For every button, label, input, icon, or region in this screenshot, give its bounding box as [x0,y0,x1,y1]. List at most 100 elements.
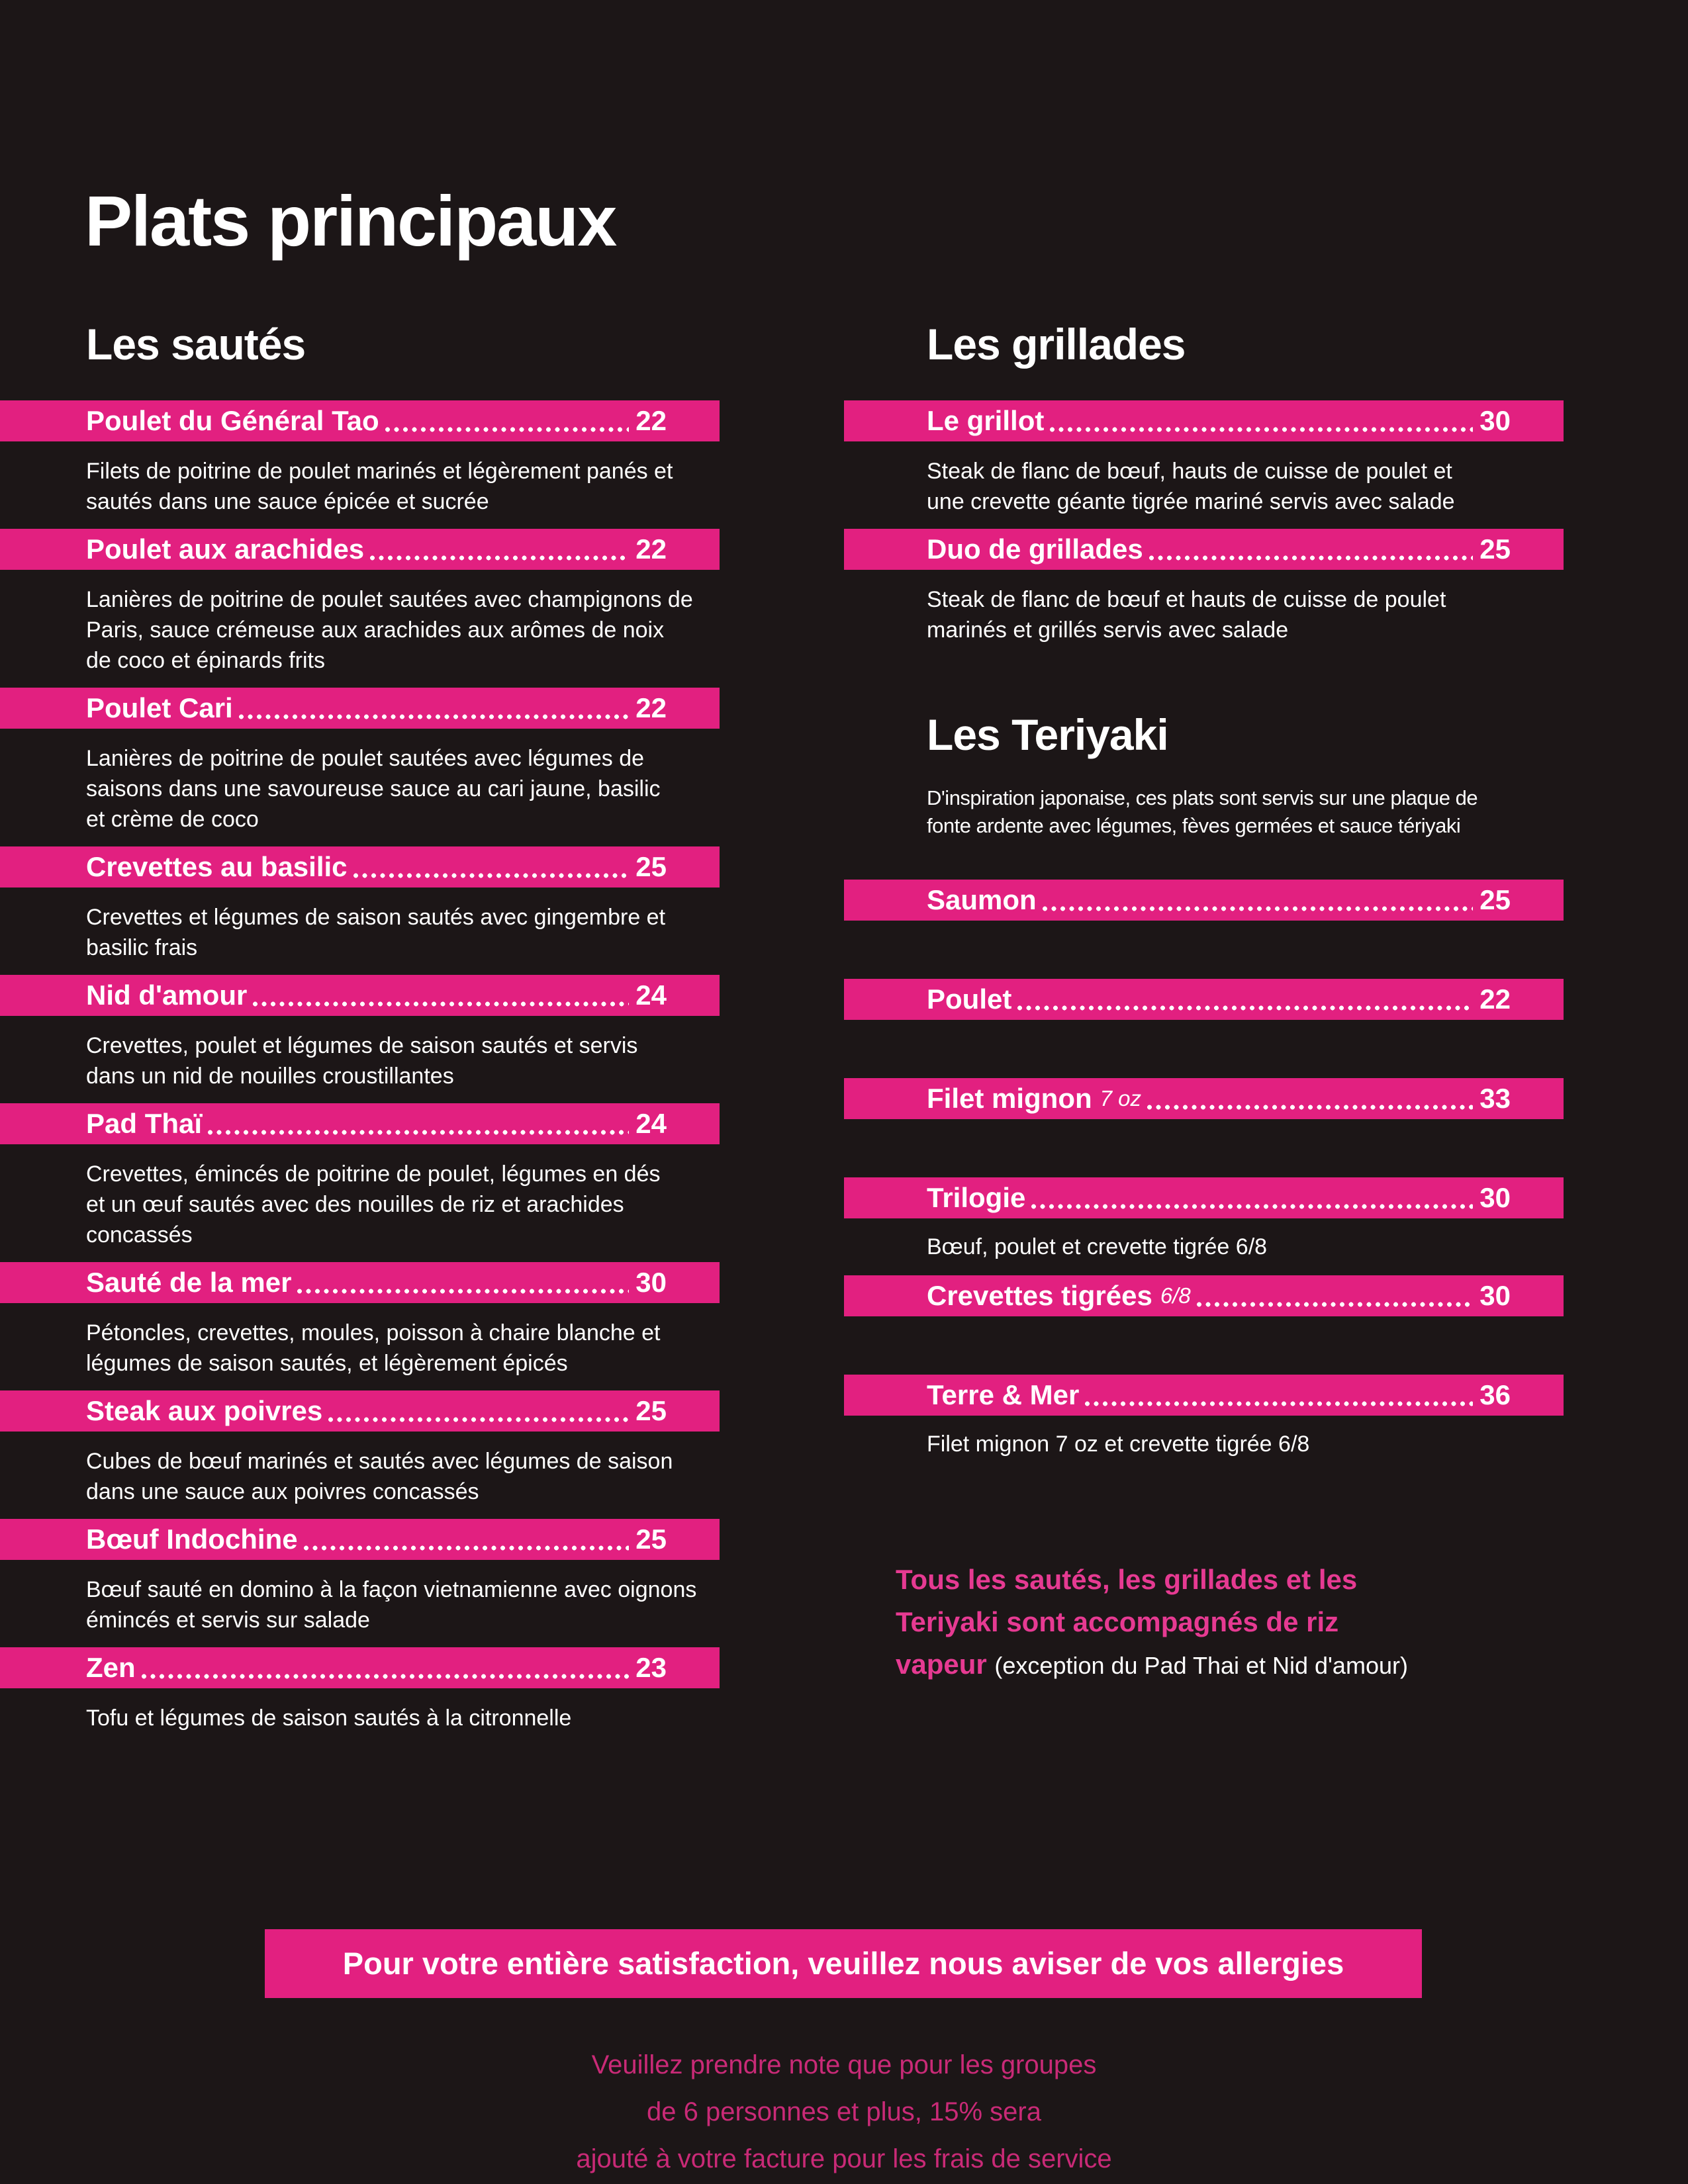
menu-item-bar: Trilogie 30 [844,1177,1564,1218]
item-description: Lanières de poitrine de poulet sautées a… [86,587,693,673]
dot-leader [1148,555,1474,561]
footer-note-line: Veuillez prendre note que pour les group… [591,2050,1097,2079]
menu-item: Poulet 22 [844,979,1564,1020]
item-price: 25 [635,1524,667,1555]
menu-item-bar: Duo de grillades 25 [844,529,1564,570]
item-price: 30 [635,1267,667,1298]
menu-item: Trilogie 30 Bœuf, poulet et crevette tig… [844,1177,1564,1262]
item-name: Poulet aux arachides [86,533,365,565]
menu-item: Steak aux poivres 25 Cubes de bœuf marin… [0,1390,720,1507]
item-name: Saumon [927,884,1037,915]
item-price: 30 [1479,1182,1511,1213]
menu-item-bar: Nid d'amour 24 [0,975,720,1016]
menu-item-bar: Filet mignon 7 oz 33 [844,1078,1564,1119]
item-price: 25 [635,851,667,882]
menu-item: Poulet Cari 22 Lanières de poitrine de p… [0,688,720,835]
allergy-banner: Pour votre entière satisfaction, veuille… [265,1929,1422,1998]
item-name: Crevettes au basilic [86,851,348,882]
rice-note-pink: vapeur [896,1649,987,1680]
item-name: Sauté de la mer [86,1267,292,1298]
menu-item: Filet mignon 7 oz 33 [844,1078,1564,1119]
item-name: Poulet du Général Tao [86,405,379,436]
rice-note: Tous les sautés, les grillades et les Te… [896,1559,1624,1687]
item-description: Crevettes et légumes de saison sautés av… [86,905,666,960]
section-heading-sautes: Les sautés [86,320,306,369]
dot-leader [1031,1203,1474,1210]
menu-item: Pad Thaï 24 Crevettes, émincés de poitri… [0,1103,720,1250]
item-price: 30 [1479,405,1511,436]
menu-item: Terre & Mer 36 Filet mignon 7 oz et crev… [844,1375,1564,1459]
menu-item-bar: Bœuf Indochine 25 [0,1519,720,1560]
grillades-items: Le grillot 30 Steak de flanc de bœuf, ha… [844,400,1564,645]
dot-leader [1196,1301,1474,1308]
menu-item: Sauté de la mer 30 Pétoncles, crevettes,… [0,1262,720,1379]
footer-note: Veuillez prendre note que pour les group… [0,2042,1688,2183]
dot-leader [1049,426,1474,433]
item-name: Nid d'amour [86,979,248,1011]
item-name: Le grillot [927,405,1045,436]
item-description: Steak de flanc de bœuf, hauts de cuisse … [927,459,1455,514]
menu-item: Poulet du Général Tao 22 Filets de poitr… [0,400,720,517]
item-name: Zen [86,1652,136,1683]
item-name: Steak aux poivres [86,1395,323,1426]
page-title: Plats principaux [85,181,617,261]
item-description: Bœuf sauté en domino à la façon vietnami… [86,1577,697,1633]
dot-leader [140,1673,630,1680]
item-description: Tofu et légumes de saison sautés à la ci… [86,1706,572,1731]
item-description: Bœuf, poulet et crevette tigrée 6/8 [927,1234,1268,1259]
menu-item-bar: Saumon 25 [844,880,1564,921]
rice-note-line: Tous les sautés, les grillades et les [896,1564,1358,1595]
item-price: 22 [1479,983,1511,1015]
item-price: 36 [1479,1379,1511,1410]
section-sautes: Les sautés Poulet du Général Tao 22 File… [0,318,720,1733]
menu-item-bar: Le grillot 30 [844,400,1564,441]
dot-leader [1147,1104,1474,1111]
item-price: 24 [635,979,667,1011]
item-price: 23 [635,1652,667,1683]
dot-leader [369,555,630,561]
item-price: 22 [635,692,667,723]
menu-item: Nid d'amour 24 Crevettes, poulet et légu… [0,975,720,1091]
menu-item: Poulet aux arachides 22 Lanières de poit… [0,529,720,676]
teriyaki-items: Saumon 25 Poulet 22 Filet mignon 7 oz 33… [844,880,1564,1459]
menu-item-bar: Pad Thaï 24 [0,1103,720,1144]
item-price: 33 [1479,1083,1511,1114]
footer-note-line: ajouté à votre facture pour les frais de… [576,2144,1112,2173]
dot-leader [352,872,630,879]
item-name: Filet mignon [927,1083,1092,1114]
menu-item-bar: Poulet aux arachides 22 [0,529,720,570]
footer-note-line: de 6 personnes et plus, 15% sera [647,2097,1041,2126]
item-description: Pétoncles, crevettes, moules, poisson à … [86,1320,661,1376]
item-name: Poulet [927,983,1012,1015]
menu-item: Crevettes au basilic 25 Crevettes et lég… [0,846,720,963]
item-description: Filet mignon 7 oz et crevette tigrée 6/8 [927,1432,1310,1457]
dot-leader [303,1545,630,1551]
dot-leader [1041,905,1474,912]
menu-item-bar: Crevettes au basilic 25 [0,846,720,887]
menu-item: Bœuf Indochine 25 Bœuf sauté en domino à… [0,1519,720,1635]
menu-item: Le grillot 30 Steak de flanc de bœuf, ha… [844,400,1564,517]
menu-item-bar: Sauté de la mer 30 [0,1262,720,1303]
menu-item-bar: Steak aux poivres 25 [0,1390,720,1432]
item-price: 25 [635,1395,667,1426]
item-price: 24 [635,1108,667,1139]
item-price: 22 [635,533,667,565]
menu-item-bar: Poulet du Général Tao 22 [0,400,720,441]
menu-item: Duo de grillades 25 Steak de flanc de bœ… [844,529,1564,645]
section-heading-grillades: Les grillades [927,320,1186,369]
dot-leader [297,1288,630,1295]
item-price: 25 [1479,884,1511,915]
item-name: Poulet Cari [86,692,233,723]
item-suffix: 7 oz [1100,1086,1142,1111]
menu-item-bar: Poulet Cari 22 [0,688,720,729]
right-column: Les grillades Le grillot 30 Steak de fla… [844,318,1564,1687]
item-description: Lanières de poitrine de poulet sautées a… [86,746,661,832]
dot-leader [238,713,630,720]
item-price: 30 [1479,1280,1511,1311]
rice-note-line: Teriyaki sont accompagnés de riz [896,1606,1339,1637]
item-price: 22 [635,405,667,436]
item-name: Trilogie [927,1182,1026,1213]
section-heading-teriyaki: Les Teriyaki [927,710,1169,759]
dot-leader [1017,1005,1474,1011]
